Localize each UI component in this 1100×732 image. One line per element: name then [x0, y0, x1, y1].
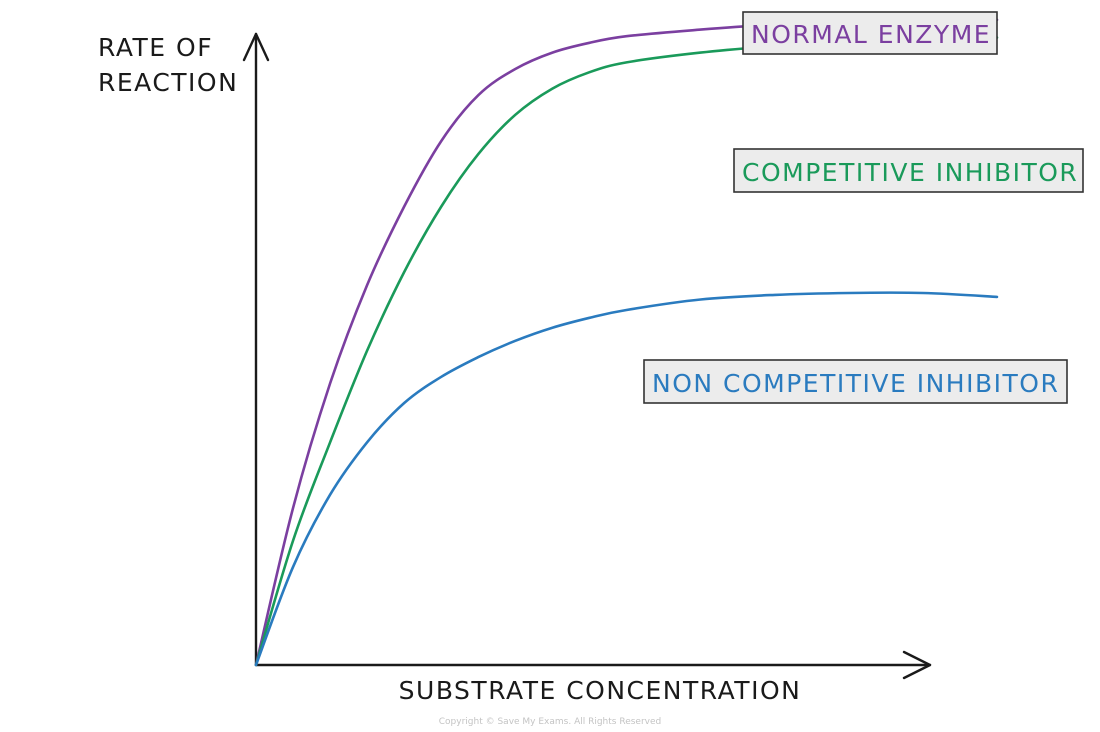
legend-label-competitive-inhibitor: COMPETITIVE INHIBITOR [742, 158, 1078, 187]
legend-competitive-inhibitor: COMPETITIVE INHIBITOR [733, 148, 1084, 193]
legend-normal-enzyme: NORMAL ENZYME [742, 11, 998, 55]
y-axis-label-line-1: RATE OF [98, 33, 213, 62]
y-axis-label-line-2: REACTION [98, 68, 238, 97]
axes [242, 32, 932, 680]
series-line-normal-enzyme [254, 18, 999, 667]
legend-box-normal-enzyme [742, 11, 998, 55]
series-line-non-competitive-inhibitor [254, 291, 999, 667]
y-axis-arrowhead [242, 32, 270, 62]
legend-non-competitive-inhibitor: NON COMPETITIVE INHIBITOR [643, 359, 1068, 404]
legend-label-non-competitive-inhibitor: NON COMPETITIVE INHIBITOR [652, 369, 1059, 398]
copyright-text: Copyright © Save My Exams. All Rights Re… [439, 717, 661, 727]
series-line-competitive-inhibitor [254, 36, 999, 667]
x-axis-arrowhead [902, 650, 932, 680]
series-lines [254, 18, 999, 667]
x-axis-label: SUBSTRATE CONCENTRATION [399, 676, 802, 705]
legend-box-competitive-inhibitor [733, 148, 1084, 193]
legend-box-non-competitive-inhibitor [643, 359, 1068, 404]
legend-label-normal-enzyme: NORMAL ENZYME [751, 20, 991, 49]
